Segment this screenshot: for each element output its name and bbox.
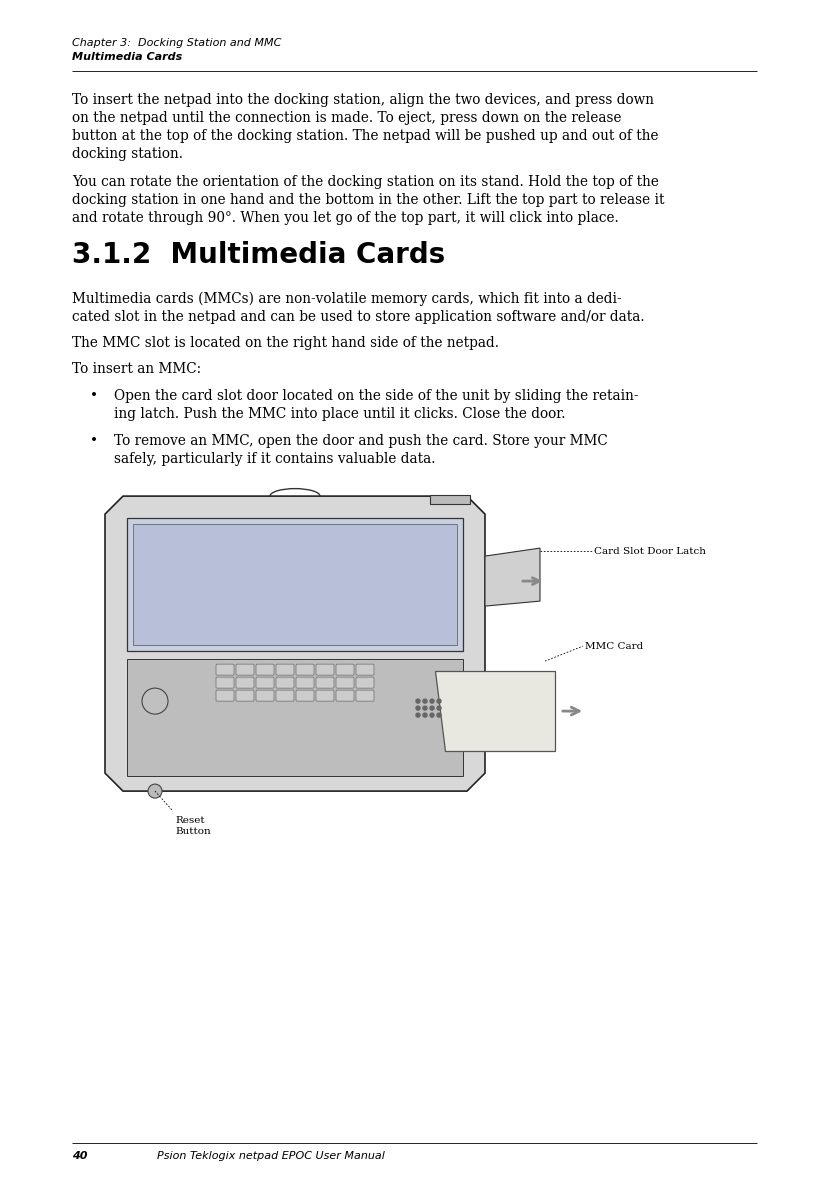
- FancyBboxPatch shape: [216, 677, 233, 688]
- FancyBboxPatch shape: [355, 664, 373, 675]
- Text: To insert an MMC:: To insert an MMC:: [72, 362, 201, 375]
- FancyBboxPatch shape: [315, 691, 334, 701]
- FancyBboxPatch shape: [296, 664, 314, 675]
- Polygon shape: [484, 548, 539, 607]
- FancyBboxPatch shape: [132, 524, 456, 645]
- Circle shape: [422, 713, 426, 717]
- Text: •: •: [90, 388, 98, 403]
- Text: ing latch. Push the MMC into place until it clicks. Close the door.: ing latch. Push the MMC into place until…: [114, 406, 565, 421]
- Text: 3.1.2  Multimedia Cards: 3.1.2 Multimedia Cards: [72, 241, 445, 269]
- Text: The MMC slot is located on the right hand side of the netpad.: The MMC slot is located on the right han…: [72, 336, 498, 350]
- Circle shape: [148, 784, 161, 799]
- Polygon shape: [435, 671, 554, 751]
- Text: on the netpad until the connection is made. To eject, press down on the release: on the netpad until the connection is ma…: [72, 110, 621, 125]
- Text: safely, particularly if it contains valuable data.: safely, particularly if it contains valu…: [114, 452, 435, 466]
- FancyBboxPatch shape: [256, 664, 274, 675]
- Text: Multimedia Cards: Multimedia Cards: [72, 53, 182, 62]
- FancyBboxPatch shape: [315, 664, 334, 675]
- Text: button at the top of the docking station. The netpad will be pushed up and out o: button at the top of the docking station…: [72, 128, 657, 143]
- FancyBboxPatch shape: [256, 677, 274, 688]
- FancyBboxPatch shape: [127, 518, 463, 651]
- Text: docking station in one hand and the bottom in the other. Lift the top part to re: docking station in one hand and the bott…: [72, 193, 664, 206]
- Text: and rotate through 90°. When you let go of the top part, it will click into plac: and rotate through 90°. When you let go …: [72, 211, 618, 224]
- Text: Card Slot Door Latch: Card Slot Door Latch: [594, 547, 705, 555]
- FancyBboxPatch shape: [236, 664, 253, 675]
- FancyBboxPatch shape: [276, 664, 294, 675]
- FancyBboxPatch shape: [236, 677, 253, 688]
- Text: 40: 40: [72, 1151, 88, 1161]
- FancyBboxPatch shape: [296, 677, 314, 688]
- FancyBboxPatch shape: [335, 664, 354, 675]
- Circle shape: [430, 706, 434, 710]
- FancyBboxPatch shape: [335, 677, 354, 688]
- Circle shape: [436, 713, 440, 717]
- FancyBboxPatch shape: [276, 677, 294, 688]
- FancyBboxPatch shape: [276, 691, 294, 701]
- FancyBboxPatch shape: [256, 691, 274, 701]
- Text: To insert the netpad into the docking station, align the two devices, and press : To insert the netpad into the docking st…: [72, 92, 653, 107]
- Text: Open the card slot door located on the side of the unit by sliding the retain-: Open the card slot door located on the s…: [114, 388, 638, 403]
- FancyBboxPatch shape: [355, 691, 373, 701]
- FancyBboxPatch shape: [216, 691, 233, 701]
- Circle shape: [416, 699, 420, 703]
- FancyBboxPatch shape: [315, 677, 334, 688]
- Circle shape: [422, 706, 426, 710]
- FancyBboxPatch shape: [296, 691, 314, 701]
- Polygon shape: [105, 496, 484, 791]
- Text: •: •: [90, 434, 98, 448]
- Circle shape: [430, 713, 434, 717]
- Circle shape: [436, 706, 440, 710]
- FancyBboxPatch shape: [216, 664, 233, 675]
- Text: cated slot in the netpad and can be used to store application software and/or da: cated slot in the netpad and can be used…: [72, 309, 644, 324]
- FancyBboxPatch shape: [335, 691, 354, 701]
- Text: docking station.: docking station.: [72, 146, 183, 161]
- FancyBboxPatch shape: [127, 659, 463, 776]
- FancyBboxPatch shape: [236, 691, 253, 701]
- Text: Psion Teklogix netpad EPOC User Manual: Psion Teklogix netpad EPOC User Manual: [156, 1151, 384, 1161]
- Circle shape: [142, 688, 168, 715]
- Circle shape: [416, 706, 420, 710]
- Text: Chapter 3:  Docking Station and MMC: Chapter 3: Docking Station and MMC: [72, 38, 281, 48]
- Text: You can rotate the orientation of the docking station on its stand. Hold the top: You can rotate the orientation of the do…: [72, 175, 658, 188]
- Circle shape: [416, 713, 420, 717]
- Circle shape: [430, 699, 434, 703]
- Text: Multimedia cards (MMCs) are non-volatile memory cards, which fit into a dedi-: Multimedia cards (MMCs) are non-volatile…: [72, 291, 621, 306]
- Circle shape: [436, 699, 440, 703]
- Circle shape: [422, 699, 426, 703]
- FancyBboxPatch shape: [355, 677, 373, 688]
- Text: MMC Card: MMC Card: [585, 641, 643, 651]
- Text: Reset
Button: Reset Button: [175, 817, 210, 836]
- Polygon shape: [430, 495, 469, 504]
- Text: To remove an MMC, open the door and push the card. Store your MMC: To remove an MMC, open the door and push…: [114, 434, 607, 448]
